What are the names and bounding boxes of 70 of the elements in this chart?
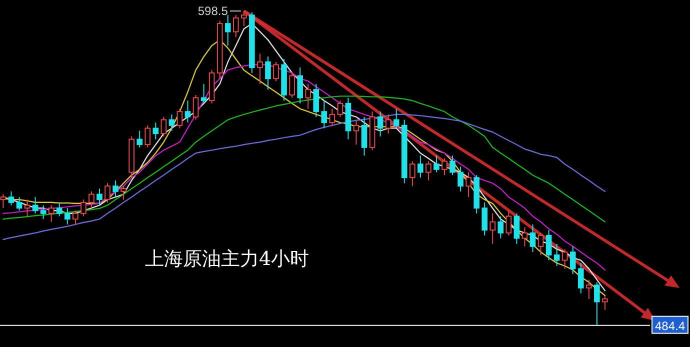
candlestick [265,56,271,90]
candlestick [104,182,110,203]
candlestick [192,94,199,120]
candlestick [538,232,544,256]
candlestick [56,202,62,217]
candlestick [160,116,167,137]
candlestick [0,194,6,209]
candlestick [305,83,311,110]
candlestick [289,72,295,98]
candlestick [88,190,94,209]
candlestick [24,199,30,217]
candlestick [273,61,279,82]
annotation: 598.5 [198,4,228,18]
candlestick [602,296,608,310]
candlestick [466,172,472,198]
candlestick [8,190,14,206]
candlestick [385,114,392,134]
candlestick [120,186,126,200]
candlestick [32,196,38,214]
candlestick [514,212,520,244]
candlestick [409,160,416,187]
candlestick [594,282,600,326]
candlestick [16,196,22,212]
candlestick [321,100,328,129]
candlestick [232,14,239,38]
candlestick [426,160,432,181]
candlestick [522,226,528,247]
candlestick [224,14,231,46]
candlestick [377,111,384,137]
candlestick [361,116,368,156]
candlestick [393,108,400,129]
candlestick [144,124,151,148]
candlestick [586,279,592,300]
candlestick [313,83,320,118]
candlestick [40,204,46,220]
candlestick [136,130,143,148]
candlestick [554,243,560,266]
candlestick [353,119,360,146]
candlestick [152,122,159,140]
candlestick [200,83,207,104]
candlestick [337,100,344,118]
candlestick [96,188,102,206]
candlestick [434,155,440,173]
candlestick [506,210,512,236]
annotation: 上海原油主力4小时 [145,248,310,270]
candlestick [482,202,488,236]
candlestick [297,67,303,104]
candlestick [562,248,568,270]
candlestick [442,158,448,176]
candlestick [48,204,54,222]
candlestick [176,108,183,129]
candlestick [80,199,86,217]
candlestick [498,216,504,239]
candlestick [64,208,70,225]
candlestick [329,108,336,126]
candlestick [168,114,175,132]
candlestick [458,166,464,192]
candlestick [570,246,576,275]
candlestick [530,224,536,253]
candlestick [72,210,78,225]
candlestick [112,180,118,198]
candlestick [490,212,496,244]
candlestick [184,100,191,124]
candlestick [418,155,424,178]
candlestick [257,53,263,84]
candlestick [546,230,552,261]
candlestick [241,10,247,27]
candlestick [578,262,584,294]
text: 484.4 [654,318,686,333]
candlestick [450,155,456,176]
